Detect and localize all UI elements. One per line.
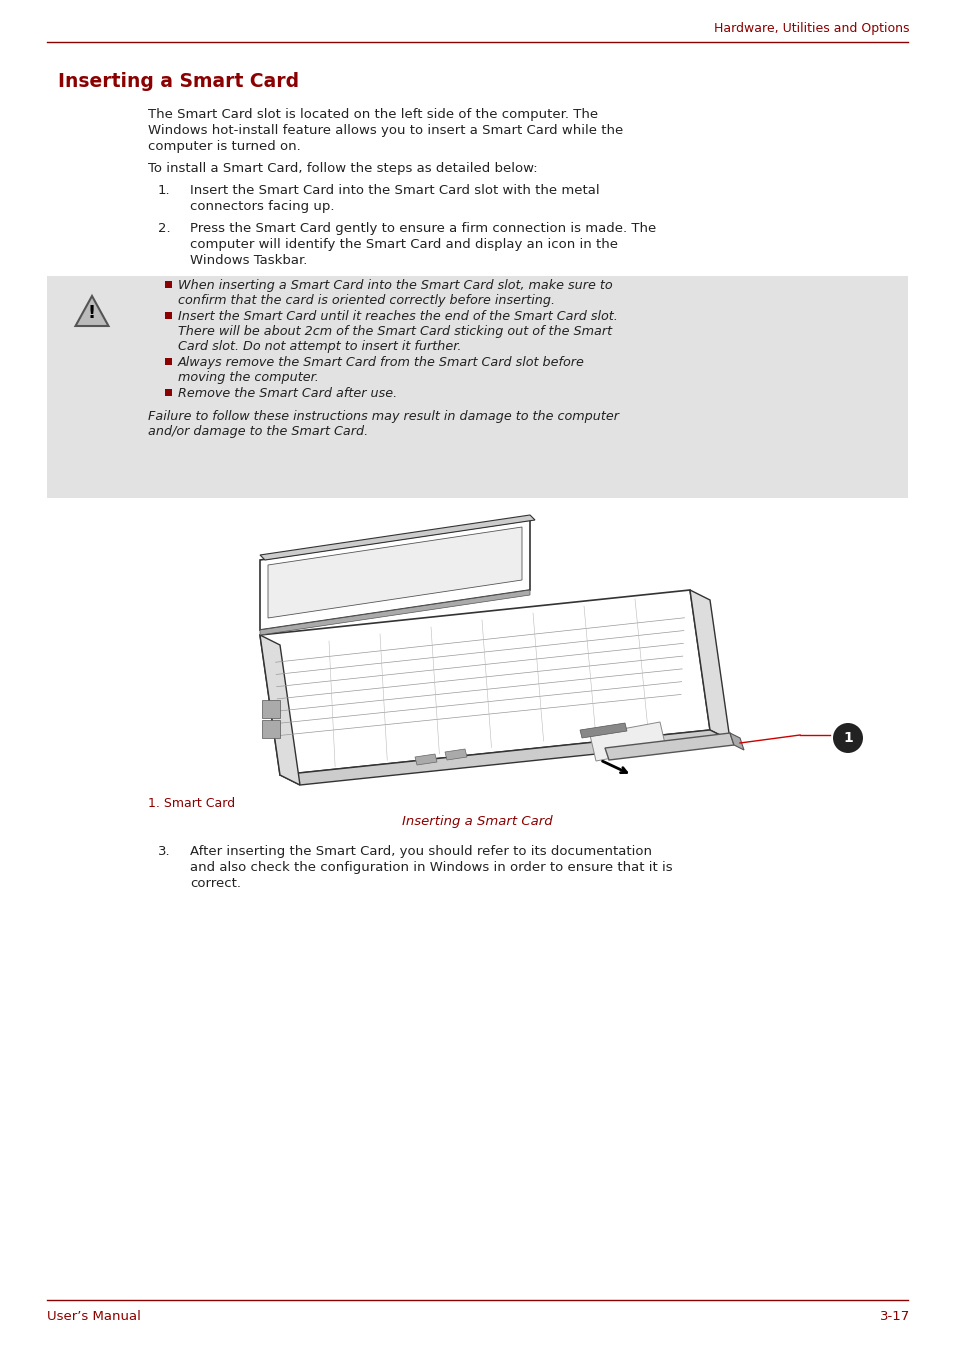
Polygon shape xyxy=(729,733,743,750)
Bar xyxy=(165,358,172,365)
Text: connectors facing up.: connectors facing up. xyxy=(190,200,335,214)
Circle shape xyxy=(832,723,862,753)
Text: confirm that the card is oriented correctly before inserting.: confirm that the card is oriented correc… xyxy=(178,293,555,307)
Text: 3-17: 3-17 xyxy=(879,1310,909,1324)
Polygon shape xyxy=(260,521,530,630)
Text: Inserting a Smart Card: Inserting a Smart Card xyxy=(58,72,299,91)
Text: !: ! xyxy=(88,303,96,322)
Polygon shape xyxy=(604,733,733,760)
Text: and/or damage to the Smart Card.: and/or damage to the Smart Card. xyxy=(148,425,368,438)
Polygon shape xyxy=(75,296,109,326)
Text: Press the Smart Card gently to ensure a firm connection is made. The: Press the Smart Card gently to ensure a … xyxy=(190,222,656,235)
Text: Insert the Smart Card until it reaches the end of the Smart Card slot.: Insert the Smart Card until it reaches t… xyxy=(178,310,618,323)
Polygon shape xyxy=(280,730,729,786)
Text: Inserting a Smart Card: Inserting a Smart Card xyxy=(401,815,552,827)
Text: 2.: 2. xyxy=(158,222,171,235)
Text: Insert the Smart Card into the Smart Card slot with the metal: Insert the Smart Card into the Smart Car… xyxy=(190,184,599,197)
Polygon shape xyxy=(444,749,467,760)
Polygon shape xyxy=(262,721,280,738)
Text: User’s Manual: User’s Manual xyxy=(47,1310,141,1324)
Polygon shape xyxy=(260,635,299,786)
Bar xyxy=(165,281,172,288)
Polygon shape xyxy=(268,527,521,618)
Polygon shape xyxy=(415,754,436,765)
Text: 1: 1 xyxy=(842,731,852,745)
Text: Card slot. Do not attempt to insert it further.: Card slot. Do not attempt to insert it f… xyxy=(178,339,461,353)
Polygon shape xyxy=(260,589,709,775)
Bar xyxy=(165,312,172,319)
Text: Remove the Smart Card after use.: Remove the Smart Card after use. xyxy=(178,387,396,400)
Text: computer is turned on.: computer is turned on. xyxy=(148,141,300,153)
Text: 1. Smart Card: 1. Smart Card xyxy=(148,796,234,810)
Text: computer will identify the Smart Card and display an icon in the: computer will identify the Smart Card an… xyxy=(190,238,618,251)
Polygon shape xyxy=(689,589,729,740)
Bar xyxy=(47,276,907,498)
Text: To install a Smart Card, follow the steps as detailed below:: To install a Smart Card, follow the step… xyxy=(148,162,537,174)
Text: Always remove the Smart Card from the Smart Card slot before: Always remove the Smart Card from the Sm… xyxy=(178,356,584,369)
Text: moving the computer.: moving the computer. xyxy=(178,370,318,384)
Text: and also check the configuration in Windows in order to ensure that it is: and also check the configuration in Wind… xyxy=(190,861,672,873)
Text: When inserting a Smart Card into the Smart Card slot, make sure to: When inserting a Smart Card into the Sma… xyxy=(178,279,612,292)
Polygon shape xyxy=(579,723,626,738)
Text: Windows hot-install feature allows you to insert a Smart Card while the: Windows hot-install feature allows you t… xyxy=(148,124,622,137)
Polygon shape xyxy=(262,700,280,718)
Text: 1.: 1. xyxy=(158,184,171,197)
Text: correct.: correct. xyxy=(190,877,241,890)
Text: 3.: 3. xyxy=(158,845,171,859)
Polygon shape xyxy=(260,515,535,560)
Text: The Smart Card slot is located on the left side of the computer. The: The Smart Card slot is located on the le… xyxy=(148,108,598,120)
Text: There will be about 2cm of the Smart Card sticking out of the Smart: There will be about 2cm of the Smart Car… xyxy=(178,324,612,338)
Text: Failure to follow these instructions may result in damage to the computer: Failure to follow these instructions may… xyxy=(148,410,618,423)
Text: After inserting the Smart Card, you should refer to its documentation: After inserting the Smart Card, you shou… xyxy=(190,845,651,859)
Polygon shape xyxy=(260,589,530,635)
Text: Windows Taskbar.: Windows Taskbar. xyxy=(190,254,307,266)
Text: Hardware, Utilities and Options: Hardware, Utilities and Options xyxy=(714,22,909,35)
Polygon shape xyxy=(589,722,665,761)
Bar xyxy=(165,389,172,396)
